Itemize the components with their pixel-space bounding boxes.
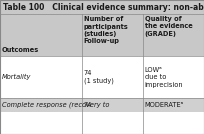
Bar — [0, 56, 204, 98]
Text: 74: 74 — [84, 102, 92, 108]
Text: LOWᵃ
due to
imprecision: LOWᵃ due to imprecision — [145, 66, 183, 88]
Text: Complete response (recovery to: Complete response (recovery to — [2, 102, 109, 108]
Bar — [0, 0, 204, 14]
Text: Quality of
the evidence
(GRADE): Quality of the evidence (GRADE) — [145, 16, 193, 37]
Bar — [0, 14, 204, 56]
Bar — [0, 98, 204, 112]
Text: Mortality: Mortality — [2, 74, 31, 80]
Text: Outcomes: Outcomes — [2, 47, 39, 53]
Text: MODERATEᵃ: MODERATEᵃ — [145, 102, 184, 108]
Text: Table 100   Clinical evidence summary: non-absorbable dis: Table 100 Clinical evidence summary: non… — [3, 3, 204, 12]
Text: Number of
participants
(studies)
Follow-up: Number of participants (studies) Follow-… — [84, 16, 128, 44]
Text: 74
(1 study): 74 (1 study) — [84, 70, 113, 84]
